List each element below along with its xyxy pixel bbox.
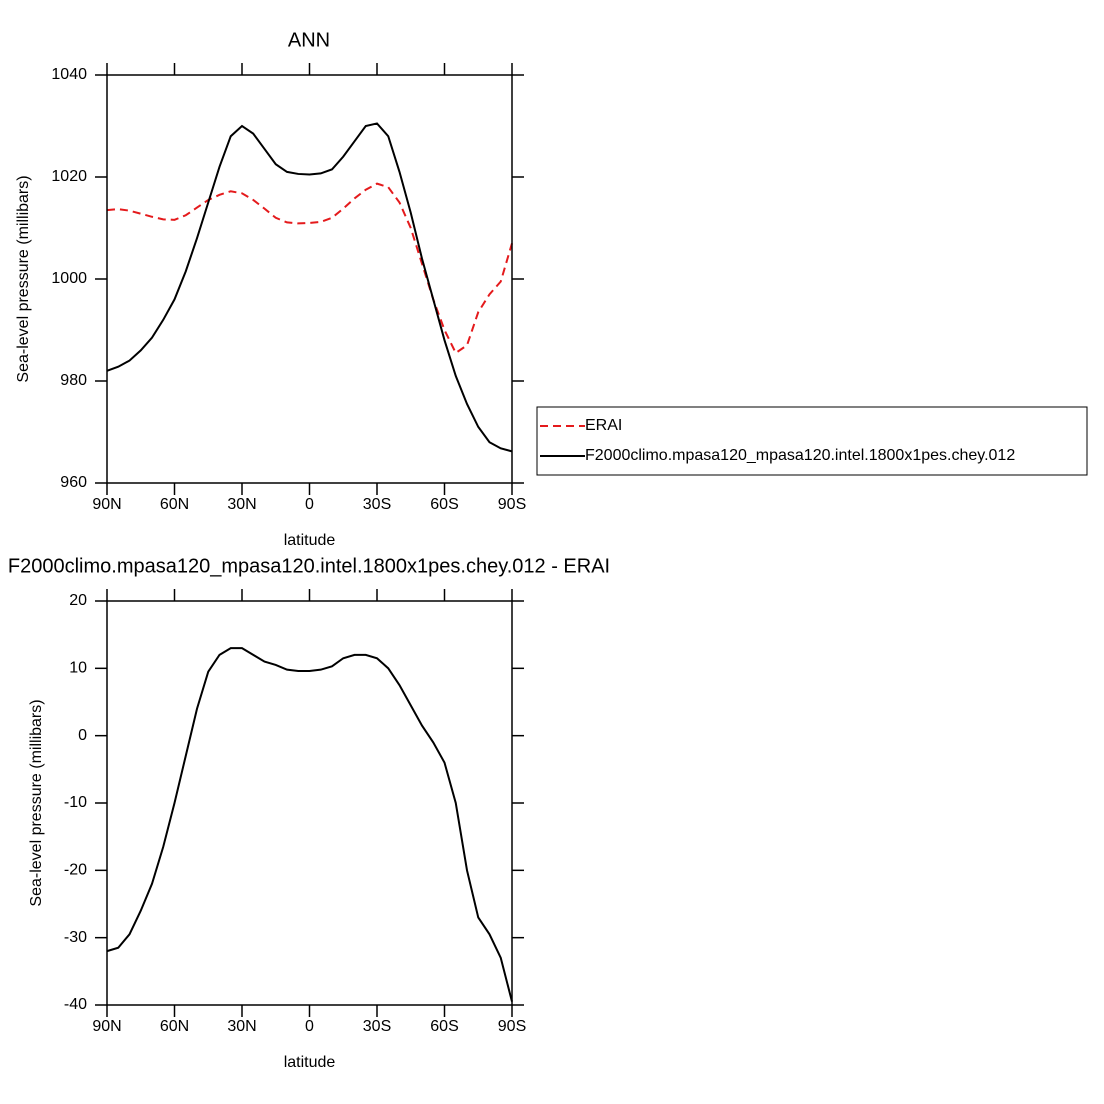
y-tick-label: 10 [69,660,87,677]
y-tick-label: -30 [64,929,87,946]
x-tick-label: 30S [363,496,391,513]
y-axis-title: Sea-level pressure (millibars) [28,699,45,906]
chart-title: F2000climo.mpasa120_mpasa120.intel.1800x… [8,555,610,577]
y-tick-label: 20 [69,592,87,609]
x-tick-label: 0 [305,1018,314,1035]
series-line [106,122,513,453]
x-tick-label: 30S [363,1018,391,1035]
legend-label: ERAI [585,417,622,434]
y-tick-label: 1000 [51,270,87,287]
y-tick-label: 0 [78,727,87,744]
y-axis-title: Sea-level pressure (millibars) [15,175,32,382]
x-tick-label: 60S [430,496,458,513]
series-line [106,182,513,355]
legend-box [536,406,1088,476]
y-tick-label: 1020 [51,168,87,185]
plot-frame [106,600,513,1006]
y-tick-label: -40 [64,996,87,1013]
y-tick-label: 980 [60,372,87,389]
series-line [106,647,513,1002]
x-tick-label: 90N [92,1018,121,1035]
x-tick-label: 30N [227,1018,256,1035]
y-tick-label: 960 [60,474,87,491]
x-tick-label: 90S [498,1018,526,1035]
x-tick-label: 90S [498,496,526,513]
x-tick-label: 30N [227,496,256,513]
y-tick-label: -20 [64,862,87,879]
y-tick-label: 1040 [51,66,87,83]
plot-frame [106,74,513,484]
x-tick-label: 60S [430,1018,458,1035]
x-tick-label: 60N [160,1018,189,1035]
y-tick-label: -10 [64,794,87,811]
chart-title: ANN [288,29,330,51]
x-tick-label: 0 [305,496,314,513]
legend-label: F2000climo.mpasa120_mpasa120.intel.1800x… [585,447,1015,464]
x-axis-title: latitude [284,1054,336,1071]
x-tick-label: 60N [160,496,189,513]
x-tick-label: 90N [92,496,121,513]
x-axis-title: latitude [284,532,336,549]
